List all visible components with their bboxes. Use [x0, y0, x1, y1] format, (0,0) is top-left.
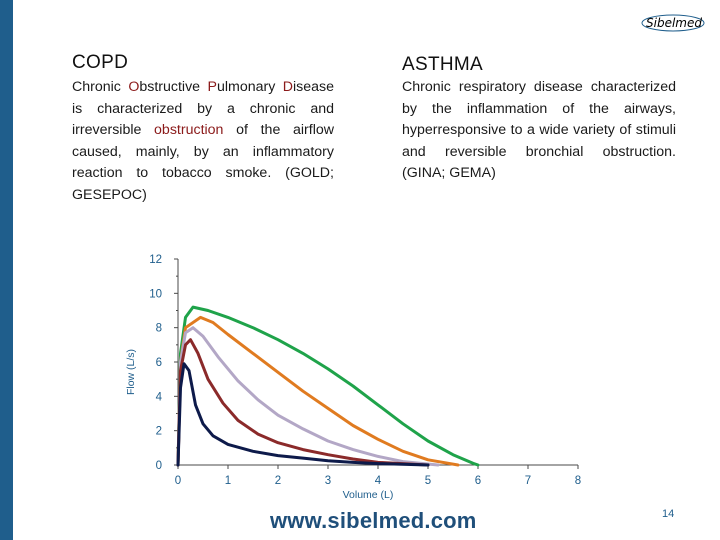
copd-text-segment: of the airflow caused, mainly, by an inf…: [72, 122, 334, 203]
y-tick-label: 8: [156, 323, 162, 335]
asthma-description: Chronic respiratory disease characterize…: [402, 79, 676, 181]
flow-volume-curve-1: [176, 305, 480, 467]
y-tick-label: 4: [156, 391, 163, 403]
x-tick-label: 4: [375, 475, 382, 487]
x-tick-label: 2: [275, 475, 281, 487]
copd-highlight-text: P: [207, 79, 217, 95]
x-tick-label: 5: [425, 475, 431, 487]
copd-text-segment: bstructive: [139, 79, 208, 95]
y-axis-label: Flow (L/s): [125, 349, 137, 395]
x-tick-label: 1: [225, 475, 231, 487]
x-axis-label: Volume (L): [343, 489, 394, 501]
footer-url[interactable]: www.sibelmed.com: [270, 508, 477, 533]
chart-series: [176, 305, 480, 467]
logo-text: Sibelmed: [646, 16, 702, 30]
brand-logo: Sibelmed: [640, 12, 706, 34]
flow-volume-curve-3: [176, 326, 440, 467]
copd-highlight-text: D: [282, 79, 293, 95]
flow-volume-curve-4: [176, 338, 430, 467]
x-tick-label: 0: [175, 475, 181, 487]
y-tick-label: 12: [149, 254, 162, 266]
copd-text-segment: isease is characterized by a chronic and…: [72, 79, 335, 138]
x-tick-label: 8: [575, 475, 581, 487]
copd-text-segment: ulmonary: [216, 79, 283, 95]
y-tick-label: 2: [156, 426, 162, 438]
flow-volume-curve-2: [176, 315, 460, 467]
copd-highlight-text: obstruction: [154, 122, 224, 138]
copd-text-segment: Chronic: [72, 79, 129, 95]
y-tick-label: 0: [156, 460, 162, 472]
y-tick-label: 10: [149, 288, 162, 300]
copd-description: Chronic Obstructive Pulmonary Disease is…: [72, 77, 334, 206]
flow-volume-curve-5: [176, 362, 430, 467]
copd-heading: COPD: [72, 52, 129, 73]
x-tick-label: 7: [525, 475, 531, 487]
x-tick-label: 6: [475, 475, 481, 487]
copd-highlight-text: O: [128, 79, 140, 95]
left-accent-bar: [0, 0, 13, 540]
y-tick-label: 6: [156, 357, 162, 369]
sibelmed-logo-icon: Sibelmed: [641, 14, 705, 32]
page-number: 14: [662, 508, 675, 520]
asthma-heading: ASTHMA: [402, 54, 483, 75]
x-tick-label: 3: [325, 475, 331, 487]
